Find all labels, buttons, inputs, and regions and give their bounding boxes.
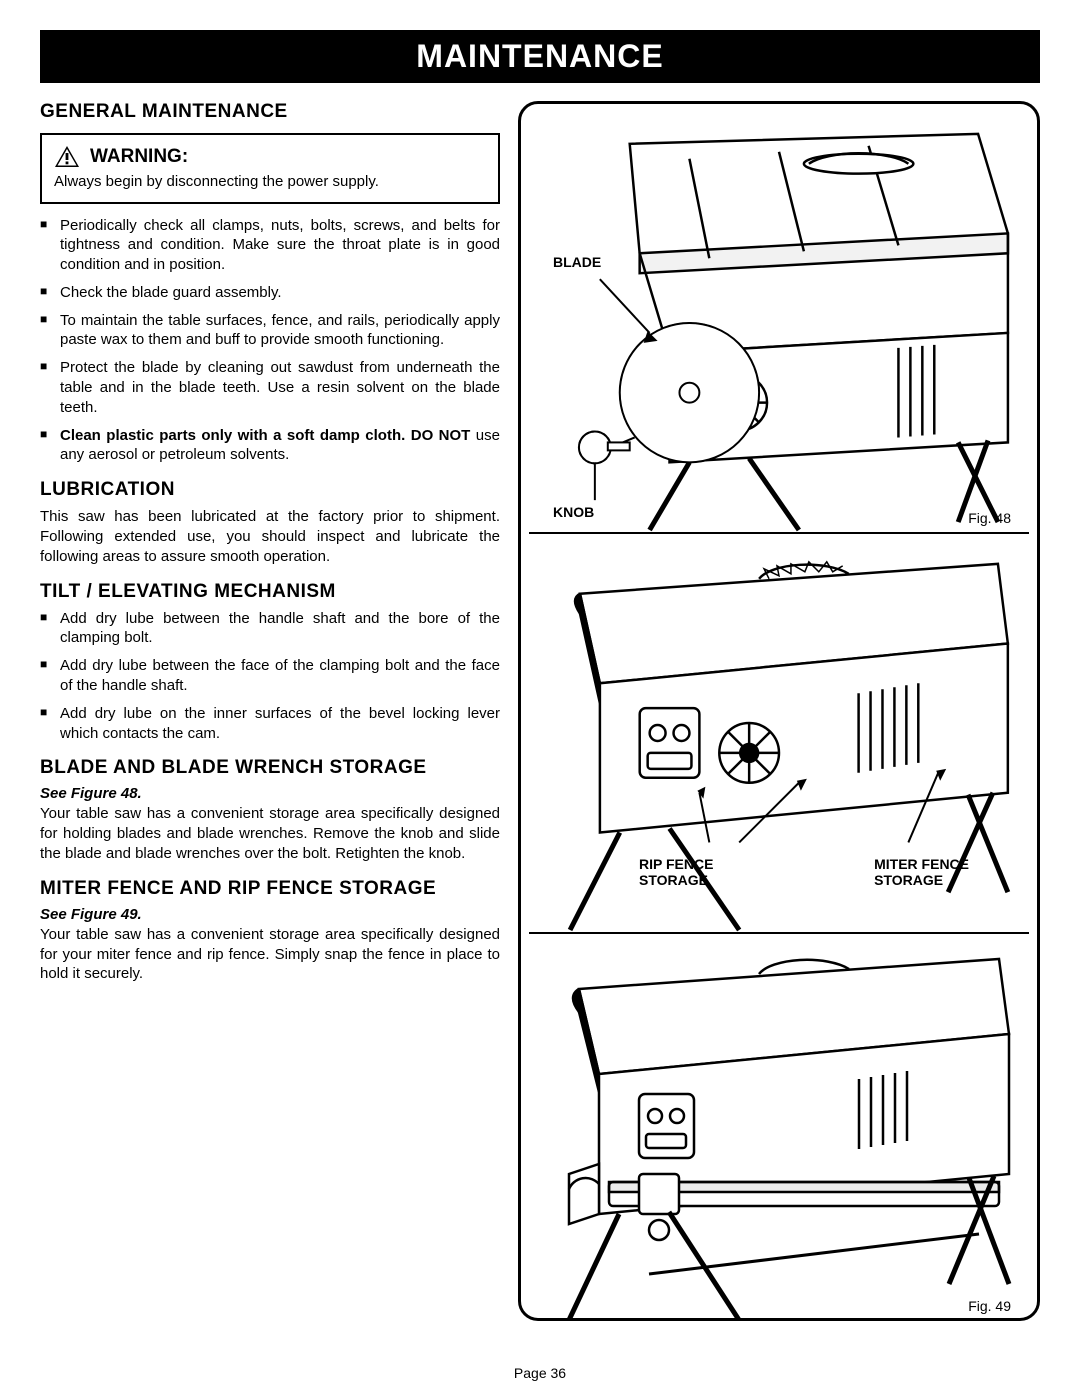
callout-line: STORAGE bbox=[639, 872, 708, 888]
bullet-item: Protect the blade by cleaning out sawdus… bbox=[40, 358, 500, 417]
figure-48-panel: BLADE KNOB Fig. 48 bbox=[529, 104, 1029, 534]
callout-line: STORAGE bbox=[874, 872, 943, 888]
figure-column: BLADE KNOB Fig. 48 bbox=[518, 101, 1040, 1321]
table-saw-blade-storage-illustration bbox=[529, 104, 1029, 532]
general-bullet-list: Periodically check all clamps, nuts, bol… bbox=[40, 216, 500, 466]
bullet-item: Check the blade guard assembly. bbox=[40, 283, 500, 303]
bullet-item: Periodically check all clamps, nuts, bol… bbox=[40, 216, 500, 275]
figure-48-caption: Fig. 48 bbox=[968, 510, 1011, 526]
bullet-item: Add dry lube on the inner surfaces of th… bbox=[40, 704, 500, 744]
warning-label: WARNING: bbox=[90, 146, 188, 168]
blade-storage-paragraph: Your table saw has a convenient storage … bbox=[40, 804, 500, 863]
bullet-item: Clean plastic parts only with a soft dam… bbox=[40, 426, 500, 466]
bullet-item: Add dry lube between the handle shaft an… bbox=[40, 609, 500, 649]
warning-text: Always begin by disconnecting the power … bbox=[54, 172, 486, 192]
callout-rip-fence-storage: RIP FENCE STORAGE bbox=[639, 857, 713, 888]
page-number: Page 36 bbox=[0, 1365, 1080, 1381]
warning-triangle-icon bbox=[54, 145, 80, 168]
warning-box: WARNING: Always begin by disconnecting t… bbox=[40, 133, 500, 204]
callout-line: RIP FENCE bbox=[639, 856, 713, 872]
see-figure-49: See Figure 49. bbox=[40, 906, 500, 923]
bold-lead: Clean plastic parts only with a soft dam… bbox=[60, 427, 470, 444]
heading-general-maintenance: GENERAL MAINTENANCE bbox=[40, 101, 500, 123]
heading-tilt: TILT / ELEVATING MECHANISM bbox=[40, 581, 500, 603]
callout-blade: BLADE bbox=[553, 254, 601, 270]
bullet-item: Add dry lube between the face of the cla… bbox=[40, 656, 500, 696]
left-column: GENERAL MAINTENANCE WARNING: Always begi… bbox=[40, 101, 500, 1321]
figure-49-upper-panel: RIP FENCE STORAGE MITER FENCE STORAGE bbox=[529, 534, 1029, 934]
page-banner: MAINTENANCE bbox=[40, 30, 1040, 83]
bullet-item: To maintain the table surfaces, fence, a… bbox=[40, 311, 500, 351]
callout-line: MITER FENCE bbox=[874, 856, 969, 872]
two-column-layout: GENERAL MAINTENANCE WARNING: Always begi… bbox=[40, 101, 1040, 1321]
heading-blade-storage: BLADE AND BLADE WRENCH STORAGE bbox=[40, 757, 500, 779]
heading-miter-storage: MITER FENCE AND RIP FENCE STORAGE bbox=[40, 878, 500, 900]
see-figure-48: See Figure 48. bbox=[40, 785, 500, 802]
heading-lubrication: LUBRICATION bbox=[40, 479, 500, 501]
lubrication-paragraph: This saw has been lubricated at the fact… bbox=[40, 507, 500, 566]
figure-49-lower-panel: Fig. 49 bbox=[529, 934, 1029, 1321]
callout-knob: KNOB bbox=[553, 504, 594, 520]
figure-49-caption: Fig. 49 bbox=[968, 1298, 1011, 1314]
tilt-bullet-list: Add dry lube between the handle shaft an… bbox=[40, 609, 500, 744]
warning-heading: WARNING: bbox=[54, 145, 486, 168]
miter-storage-paragraph: Your table saw has a convenient storage … bbox=[40, 925, 500, 984]
table-saw-fence-storage-illustration-2 bbox=[529, 934, 1029, 1321]
callout-miter-fence-storage: MITER FENCE STORAGE bbox=[874, 857, 969, 888]
